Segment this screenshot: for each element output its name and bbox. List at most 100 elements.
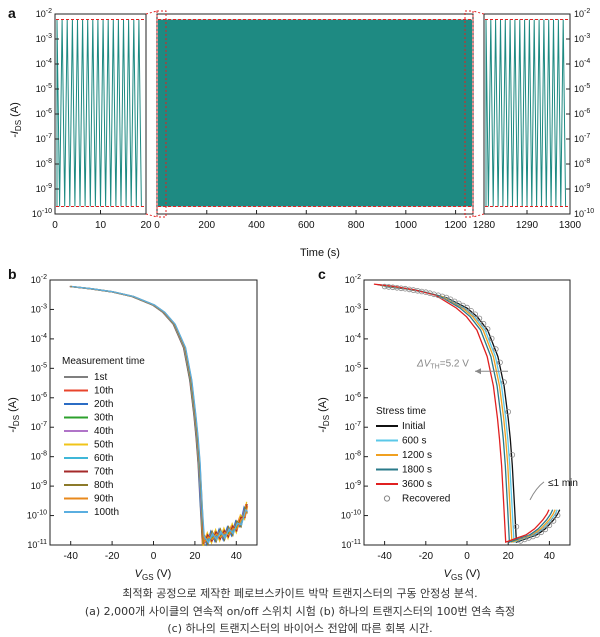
y-tick-label: 10-3: [574, 33, 590, 44]
x-tick-label: 1300: [559, 220, 582, 231]
legend-label: 1800 s: [402, 465, 432, 476]
y-tick-label: 10-8: [574, 158, 590, 169]
switching-trace: [485, 19, 567, 207]
recovered-point: [550, 518, 557, 524]
legend-label: 10th: [94, 386, 113, 397]
x-tick-label: 40: [231, 551, 243, 562]
recovered-point: [381, 283, 388, 290]
legend-label: 50th: [94, 440, 113, 451]
caption-line-1: 최적화 공정으로 제작한 페로브스카이트 박막 트랜지스터의 구동 안정성 분석…: [122, 587, 478, 600]
panel-b-ylabel: -IDS (A): [7, 397, 21, 433]
y-tick-label: 10-5: [345, 362, 361, 373]
x-tick-label: 1000: [395, 220, 418, 231]
shift-annotation: ΔVTH=5.2 V: [416, 358, 469, 370]
panel-c-legend: Stress time Initial 600 s 1200 s 1800 s 3600 …: [376, 406, 450, 505]
recovery-arrow: [529, 481, 545, 501]
recovered-point: [406, 286, 413, 293]
recovered-point: [513, 523, 520, 530]
y-tick-label: 10-7: [31, 421, 47, 432]
x-tick-label: 1290: [516, 220, 539, 231]
transfer-curve-3600-s: [373, 283, 550, 544]
caption-line-3: (c) 하나의 트랜지스터의 바이어스 전압에 따른 회복 시간.: [167, 622, 433, 635]
axis-frame: [49, 279, 258, 546]
panel-c-plot: -40 -20 0 20 40 10-11 10-10 10-9 10-8 10-7 10-6 10-…: [341, 274, 571, 562]
y-tick-label: 10-3: [31, 303, 47, 314]
recovered-point: [418, 288, 425, 295]
y-tick-label: 10-11: [27, 539, 47, 550]
y-tick-label: 10-8: [31, 451, 47, 462]
y-tick-label: 10-5: [31, 362, 47, 373]
recovered-point: [398, 285, 404, 292]
recovered-point: [431, 291, 437, 298]
y-tick-label: 10-7: [574, 133, 590, 144]
panel-a-segment-right: 1280 1290 1300: [473, 13, 582, 231]
x-tick-label: 0: [151, 551, 157, 562]
legend-label: 80th: [94, 480, 113, 491]
recovered-point: [394, 284, 400, 291]
panel-c-annotations: ΔVTH=5.2 V ≤1 min: [416, 358, 578, 501]
legend-label: 600 s: [402, 436, 426, 447]
legend-title: Measurement time: [62, 356, 145, 367]
recovered-point: [435, 292, 442, 299]
x-tick-label: 0: [52, 220, 58, 231]
x-tick-label: -40: [377, 551, 392, 562]
legend-label: 70th: [94, 467, 113, 478]
recovered-point: [402, 285, 409, 292]
y-tick-label: 10-4: [574, 58, 590, 69]
recovery-annotation: ≤1 min: [548, 478, 578, 489]
legend-title: Stress time: [376, 406, 426, 417]
legend-label: 1st: [94, 372, 108, 383]
panel-label-c: c: [318, 266, 326, 282]
recovered-point: [546, 522, 553, 529]
recovered-point: [538, 529, 544, 536]
y-tick-label: 10-6: [36, 108, 52, 119]
legend-label: 30th: [94, 413, 113, 424]
y-tick-label: 10-3: [36, 33, 52, 44]
x-tick-label: 20: [189, 551, 201, 562]
y-tick-label: 10-4: [345, 333, 361, 344]
y-tick-label: 10-9: [345, 480, 361, 491]
zoom-box: [156, 10, 167, 218]
switching-trace: [56, 19, 142, 207]
zoom-box: [464, 10, 474, 218]
recovered-point: [439, 293, 446, 300]
panel-a: a 0 10 20 0 200 400 600 800 1000 1200 1280 1290 13…: [8, 5, 594, 259]
x-tick-label: 400: [248, 220, 265, 231]
x-tick-label: -20: [105, 551, 120, 562]
y-tick-label: 10-8: [36, 158, 52, 169]
y-tick-label: 10-10: [574, 208, 594, 219]
recovered-point: [534, 532, 540, 538]
switching-band: [157, 19, 473, 207]
y-tick-label: 10-7: [345, 421, 361, 432]
y-tick-label: 10-8: [345, 451, 361, 462]
x-tick-label: 200: [198, 220, 215, 231]
legend-label: Recovered: [402, 494, 450, 505]
legend-label: Initial: [402, 421, 425, 432]
caption-line-2: (a) 2,000개 사이클의 연속적 on/off 스위치 시험 (b) 하나…: [84, 605, 516, 618]
recovered-point: [414, 287, 421, 294]
recovered-point: [476, 315, 483, 322]
legend-label: 90th: [94, 494, 113, 505]
recovered-point: [464, 304, 470, 311]
legend-label: 1200 s: [402, 450, 432, 461]
recovered-point: [422, 289, 429, 296]
recovered-point: [385, 284, 392, 290]
y-tick-label: 10-3: [345, 303, 361, 314]
panel-label-b: b: [8, 266, 17, 282]
y-tick-label: 10-5: [36, 83, 52, 94]
zoom-connector: [145, 213, 158, 218]
zoom-connector: [472, 10, 485, 15]
legend-label: 20th: [94, 399, 113, 410]
panel-a-right-y-axis: 10-10 10-9 10-8 10-7 10-6 10-5 10-4 10-3 10-2: [566, 8, 594, 219]
recovered-point: [554, 512, 561, 519]
y-tick-label: 10-10: [32, 208, 52, 219]
panel-a-red-markers: [56, 10, 569, 218]
legend-label: 40th: [94, 426, 113, 437]
transfer-curve-Initial: [384, 285, 561, 544]
panel-b-legend: Measurement time 1st 10th 20th 30th 40th 50th 6…: [62, 356, 145, 518]
y-tick-label: 10-6: [574, 108, 590, 119]
axis-frame: [156, 13, 474, 215]
y-tick-label: 10-11: [341, 539, 361, 550]
legend-label: 100th: [94, 507, 119, 518]
